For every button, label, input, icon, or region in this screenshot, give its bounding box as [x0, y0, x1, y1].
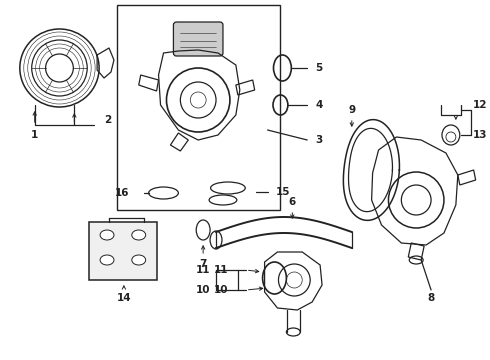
- FancyBboxPatch shape: [89, 222, 157, 280]
- Ellipse shape: [132, 230, 146, 240]
- Ellipse shape: [100, 230, 114, 240]
- Text: 11: 11: [214, 265, 228, 275]
- Ellipse shape: [132, 255, 146, 265]
- Text: 15: 15: [275, 187, 290, 197]
- Text: 1: 1: [31, 130, 38, 140]
- Text: 7: 7: [199, 259, 207, 269]
- Bar: [117, 5, 280, 210]
- Ellipse shape: [286, 328, 300, 336]
- Text: 6: 6: [289, 197, 296, 207]
- Text: 10: 10: [214, 285, 228, 295]
- Text: 4: 4: [315, 100, 322, 110]
- Text: 13: 13: [473, 130, 487, 140]
- Text: 12: 12: [473, 100, 487, 110]
- Text: 14: 14: [117, 293, 131, 303]
- Text: 9: 9: [348, 105, 355, 115]
- Text: 5: 5: [315, 63, 322, 73]
- Text: 10: 10: [196, 285, 210, 295]
- Text: 8: 8: [427, 293, 435, 303]
- Text: 16: 16: [114, 188, 129, 198]
- Text: 2: 2: [104, 115, 111, 125]
- Text: 11: 11: [196, 265, 210, 275]
- FancyBboxPatch shape: [173, 22, 223, 56]
- Ellipse shape: [100, 255, 114, 265]
- Text: 3: 3: [315, 135, 322, 145]
